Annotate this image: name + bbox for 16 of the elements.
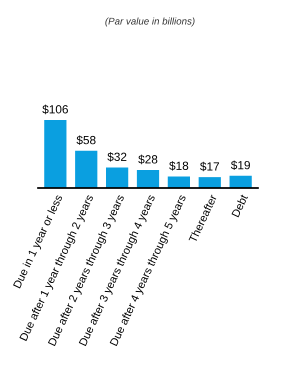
data-label: $28 xyxy=(138,154,158,164)
bar xyxy=(136,170,160,188)
bar xyxy=(198,177,221,188)
bar xyxy=(168,176,190,188)
data-label: $32 xyxy=(107,152,126,162)
bar xyxy=(44,120,66,188)
bar xyxy=(106,167,128,188)
data-label: $19 xyxy=(230,160,250,170)
chart-subtitle: (Par value in billions) xyxy=(105,17,195,27)
data-label: $106 xyxy=(42,104,68,114)
x-tick-label: Debt xyxy=(231,194,248,218)
data-label: $18 xyxy=(169,161,188,171)
data-label: $58 xyxy=(76,135,96,145)
bar xyxy=(230,176,252,188)
data-label: $17 xyxy=(200,162,220,172)
bar xyxy=(75,150,98,188)
